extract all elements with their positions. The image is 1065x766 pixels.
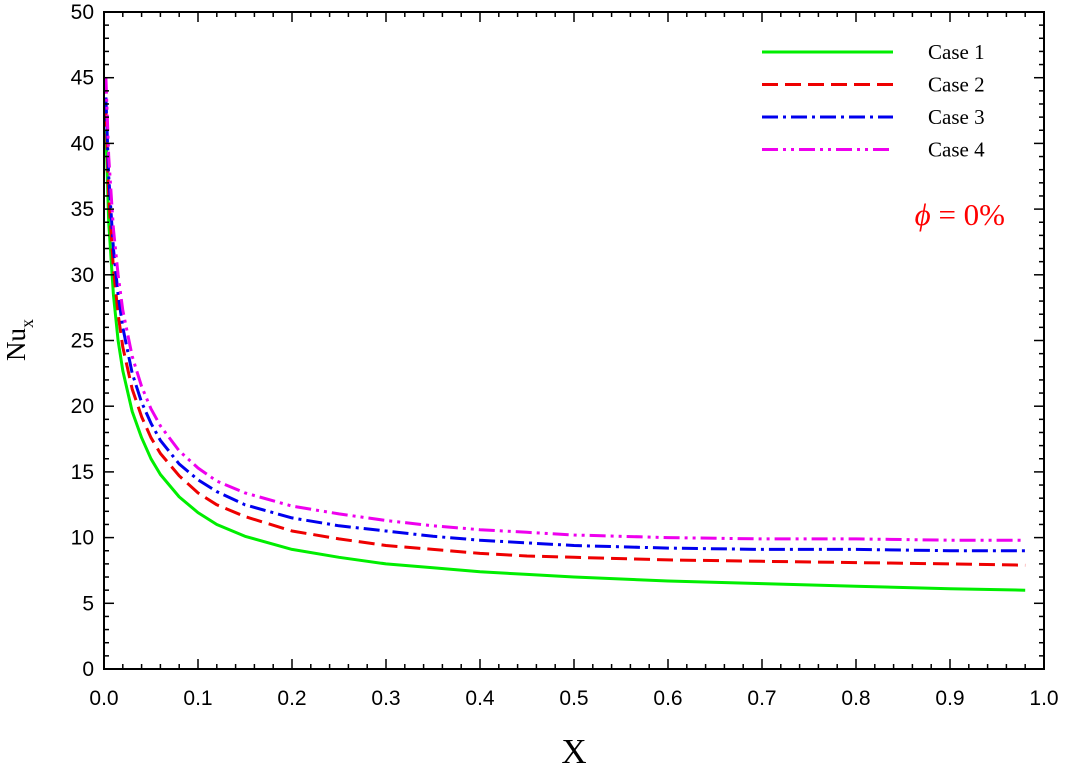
legend-label-case-1: Case 1 [928,40,985,64]
series-line-case-3 [104,97,1026,553]
y-axis-title-main: Nu [1,328,31,361]
phi-symbol: ϕ [915,197,931,232]
x-tick-label: 0.3 [371,687,400,710]
series-layer [104,77,1026,592]
series-line-case-4 [104,77,1026,542]
x-tick-label: 0.9 [935,687,964,710]
y-tick-label: 0 [82,658,94,681]
legend: Case 1 Case 2 Case 3 Case 4 [762,40,985,162]
phi-annotation: ϕ = 0% [915,197,1005,232]
plot-frame [103,11,1045,670]
series-line-case-1 [104,130,1026,592]
y-tick-label: 40 [71,132,94,155]
x-axis-title: X [561,732,586,766]
x-tick-label: 1.0 [1029,687,1058,710]
y-tick-label: 10 [71,527,94,550]
phi-value: = 0% [931,197,1005,232]
legend-label-case-2: Case 2 [928,73,985,97]
y-tick-label: 25 [71,330,94,353]
y-tick-label: 50 [71,1,94,24]
x-tick-label: 0.5 [559,687,588,710]
legend-label-case-3: Case 3 [928,105,985,129]
x-tick-label: 0.8 [841,687,870,710]
y-axis-title-subscript: x [17,319,37,328]
x-tick-label: 0.0 [89,687,118,710]
x-tick-label: 0.4 [465,687,495,710]
y-tick-label: 20 [71,395,94,418]
legend-label-case-4: Case 4 [928,138,985,162]
y-axis-title: Nux [1,319,37,361]
y-tick-label: 15 [71,461,94,484]
y-tick-label: 5 [82,592,94,615]
x-tick-label: 0.1 [183,687,212,710]
x-tick-label: 0.7 [747,687,776,710]
y-tick-label: 45 [71,67,94,90]
y-tick-label: 35 [71,198,94,221]
x-tick-label: 0.2 [277,687,306,710]
x-tick-label: 0.6 [653,687,682,710]
y-tick-label: 30 [71,264,94,287]
series-line-case-2 [104,110,1026,567]
